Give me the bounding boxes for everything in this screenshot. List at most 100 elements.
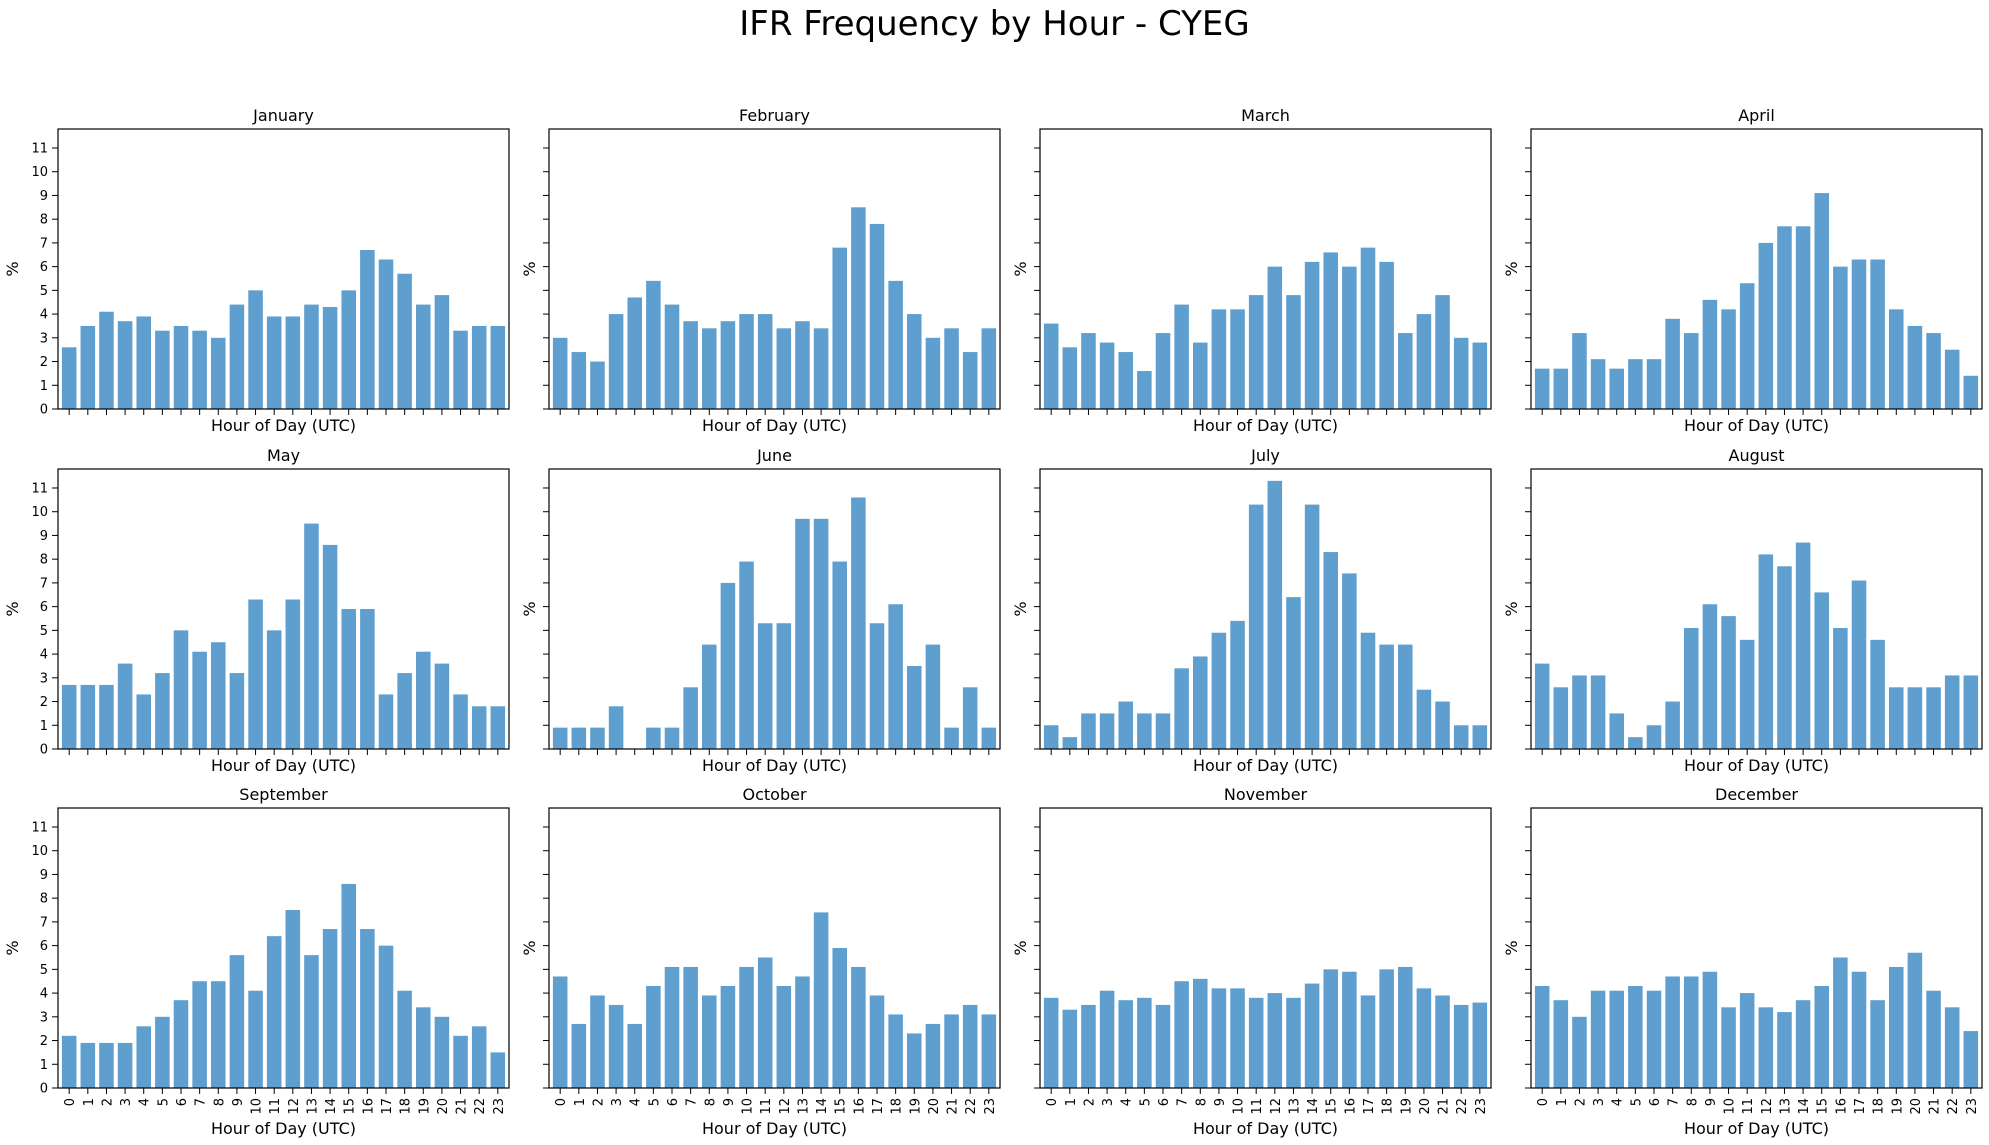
bar-march-hour-10: [1230, 309, 1245, 409]
x-tick-label-november-0: 0: [1045, 1098, 1060, 1106]
x-tick-label-december-8: 8: [1685, 1098, 1700, 1106]
bar-november-hour-5: [1137, 997, 1152, 1088]
bar-august-hour-18: [1870, 639, 1885, 749]
bar-january-hour-19: [416, 304, 431, 409]
bar-september-hour-6: [173, 1000, 189, 1088]
x-tick-label-october-14: 14: [815, 1098, 830, 1115]
x-tick-label-november-2: 2: [1082, 1098, 1097, 1106]
x-tick-label-october-10: 10: [741, 1098, 756, 1115]
bar-september-hour-22: [471, 1026, 487, 1088]
x-axis-label-august: Hour of Day (UTC): [1684, 756, 1829, 775]
bar-october-hour-4: [627, 1023, 642, 1088]
bar-november-hour-18: [1379, 969, 1394, 1088]
x-tick-label-october-16: 16: [852, 1098, 867, 1115]
y-tick-label-january-2: 2: [40, 355, 48, 370]
x-tick-label-december-6: 6: [1648, 1098, 1663, 1106]
bar-july-hour-2: [1081, 713, 1096, 749]
axes-frame-december: [1530, 807, 1983, 1089]
bar-july-hour-1: [1062, 737, 1078, 749]
y-axis-label-may: %: [3, 601, 22, 616]
bar-december-hour-17: [1851, 971, 1867, 1088]
x-tick-label-december-15: 15: [1816, 1098, 1831, 1115]
x-tick-label-november-20: 20: [1418, 1098, 1433, 1115]
bar-july-hour-16: [1342, 573, 1357, 749]
bar-june-hour-1: [571, 727, 587, 749]
x-tick-label-november-17: 17: [1362, 1098, 1377, 1115]
bar-december-hour-20: [1907, 952, 1923, 1088]
bar-september-hour-11: [266, 936, 282, 1088]
x-tick-label-october-19: 19: [908, 1098, 923, 1115]
bar-september-hour-1: [80, 1042, 96, 1088]
bar-january-hour-0: [61, 347, 77, 409]
x-tick-label-december-1: 1: [1555, 1098, 1570, 1106]
axes-frame-august: [1530, 468, 1983, 750]
bar-november-hour-16: [1342, 971, 1357, 1088]
bar-april-hour-1: [1553, 368, 1569, 409]
bar-february-hour-14: [813, 328, 829, 409]
y-tick-label-september-9: 9: [40, 868, 48, 883]
bar-april-hour-3: [1590, 359, 1606, 409]
x-tick-label-october-21: 21: [946, 1098, 961, 1115]
bar-august-hour-11: [1739, 639, 1755, 749]
bar-may-hour-18: [397, 673, 412, 749]
bar-november-hour-6: [1155, 1004, 1171, 1088]
y-tick-label-september-4: 4: [40, 987, 48, 1002]
bar-july-hour-15: [1323, 552, 1338, 749]
x-tick-label-october-9: 9: [722, 1098, 737, 1106]
x-tick-label-september-5: 5: [156, 1098, 171, 1106]
bar-november-hour-4: [1118, 1000, 1133, 1088]
bar-april-hour-10: [1721, 309, 1736, 409]
y-tick-label-may-11: 11: [31, 481, 48, 496]
axes-frame-april: [1530, 128, 1983, 410]
bar-august-hour-6: [1646, 725, 1662, 749]
x-tick-label-november-1: 1: [1064, 1098, 1079, 1106]
y-tick-label-may-6: 6: [40, 600, 48, 615]
bar-november-hour-21: [1435, 995, 1450, 1088]
y-tick-label-january-7: 7: [40, 236, 48, 251]
x-tick-label-september-22: 22: [473, 1098, 488, 1115]
y-axis-label-september: %: [3, 940, 22, 955]
axes-frame-october: [548, 807, 1001, 1089]
bar-january-hour-22: [471, 325, 487, 409]
bar-march-hour-14: [1304, 261, 1320, 409]
bar-september-hour-23: [490, 1052, 506, 1088]
bar-february-hour-11: [757, 314, 773, 409]
bar-january-hour-12: [285, 316, 301, 409]
bar-august-hour-0: [1534, 663, 1550, 749]
x-tick-label-november-6: 6: [1157, 1098, 1172, 1106]
y-tick-label-january-8: 8: [40, 213, 48, 228]
bar-december-hour-2: [1572, 1016, 1587, 1088]
bar-march-hour-1: [1062, 347, 1078, 409]
y-axis-label-december: %: [1502, 940, 1521, 955]
bar-october-hour-22: [962, 1004, 978, 1088]
bar-february-hour-20: [925, 337, 941, 409]
bar-january-hour-3: [117, 321, 133, 409]
subplot-title-january: January: [252, 106, 314, 125]
bar-september-hour-5: [155, 1016, 170, 1088]
bar-december-hour-14: [1795, 1000, 1811, 1088]
bar-january-hour-18: [397, 273, 412, 409]
bar-october-hour-19: [907, 1033, 922, 1088]
bar-october-hour-1: [571, 1023, 587, 1088]
bar-february-hour-18: [888, 280, 903, 409]
bar-march-hour-7: [1174, 304, 1189, 409]
x-tick-label-october-3: 3: [610, 1098, 625, 1106]
bar-september-hour-20: [434, 1016, 450, 1088]
x-tick-label-november-23: 23: [1474, 1098, 1489, 1115]
bar-june-hour-6: [664, 727, 680, 749]
bar-february-hour-16: [851, 207, 866, 409]
bar-september-hour-16: [360, 929, 375, 1088]
bar-june-hour-20: [925, 644, 941, 749]
y-tick-label-september-3: 3: [40, 1010, 48, 1025]
bar-march-hour-5: [1137, 371, 1152, 409]
bar-april-hour-14: [1795, 226, 1811, 409]
bar-april-hour-8: [1684, 333, 1699, 409]
x-tick-label-november-21: 21: [1437, 1098, 1452, 1115]
bar-february-hour-3: [608, 314, 624, 409]
subplot-title-november: November: [1224, 785, 1308, 804]
x-tick-label-november-5: 5: [1138, 1098, 1153, 1106]
bar-october-hour-5: [646, 985, 661, 1088]
bar-february-hour-6: [664, 304, 680, 409]
x-tick-label-october-1: 1: [573, 1098, 588, 1106]
bar-december-hour-8: [1684, 976, 1699, 1088]
